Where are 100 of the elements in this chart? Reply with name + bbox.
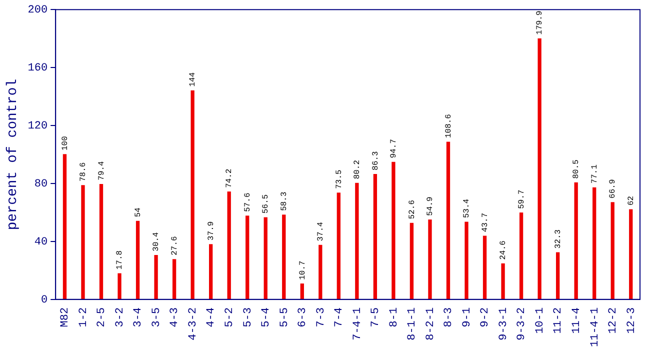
x-tick-label: 12-2 [608,307,620,334]
x-tick-label: 3-2 [114,307,126,328]
data-label: 27.6 [170,236,180,256]
data-label: 32.3 [554,229,563,249]
bar [373,174,378,300]
bar [501,263,505,300]
data-label: 10.7 [298,260,308,280]
x-tick-label: 11-4-1 [589,307,602,348]
data-label: 74.2 [225,168,234,188]
bar [318,244,322,300]
data-label: 100 [60,136,70,150]
x-tick-label: 7-3 [315,307,328,328]
bar [629,209,633,300]
data-label: 73.5 [334,169,344,189]
bar [300,284,304,300]
data-label: 80.2 [353,160,362,180]
data-label: 56.5 [262,194,271,214]
y-tick-label: 200 [28,4,48,17]
x-tick-label: 5-3 [242,307,254,328]
y-tick-label: 40 [34,236,48,248]
data-label: 179.9 [536,10,545,35]
bar [264,217,268,300]
bar [610,202,614,300]
bar [282,214,286,300]
bar [172,259,176,300]
bar [190,90,194,300]
x-tick-label: 2-5 [96,307,108,328]
bar [428,220,432,300]
data-label: 54 [134,207,143,218]
data-label: 58.3 [280,192,290,211]
x-tick-label: 5-2 [224,307,236,328]
x-tick-label: 7-4-1 [352,307,364,340]
x-tick-label: 11-4 [570,306,583,334]
data-label: 54.9 [426,196,436,216]
data-label: 77.1 [590,164,600,184]
data-label: 108.6 [444,114,454,138]
bar [81,185,85,300]
bar [556,252,560,300]
data-label: 57.6 [243,192,252,212]
data-label: 80.5 [572,159,582,179]
data-label: 52.6 [408,200,417,220]
x-tick-label: 5-5 [278,307,291,328]
bar [410,222,414,300]
y-axis-title: percent of control [5,78,22,230]
x-tick-label: 9-3-1 [498,307,510,340]
data-label: 144 [188,72,198,87]
x-tick-label: 7-5 [370,307,382,328]
x-tick-label: 4-4 [206,307,218,328]
bar [392,162,396,300]
x-tick-label: 8-2-1 [424,307,437,340]
data-label: 30.4 [152,232,162,252]
x-tick-label: 8-3 [443,307,456,328]
bar [227,192,231,300]
x-tick-label: 9-1 [461,307,474,328]
bar [482,236,487,300]
y-tick-label: 0 [40,294,48,306]
x-tick-label: 5-4 [260,307,273,328]
data-label: 79.4 [97,160,106,180]
data-label: 94.7 [390,138,399,158]
x-tick-label: 12-3 [626,307,638,334]
bar [246,216,250,300]
data-label: 53.4 [462,198,472,218]
bar [209,244,213,300]
bar [519,212,524,300]
bar [538,38,542,300]
x-tick-label: 4-3 [169,307,182,328]
bar [592,187,596,300]
bar [446,142,450,300]
x-tick-label: 11-2 [552,307,565,334]
bar [118,273,122,300]
x-tick-label: 8-1 [388,307,400,328]
y-tick-label: 80 [34,178,48,190]
bar [62,154,67,300]
x-tick-label: 9-2 [480,307,492,328]
data-label: 17.8 [116,250,125,270]
bar [154,255,158,300]
y-tick-label: 120 [28,120,48,132]
x-tick-label: 3-4 [132,307,145,328]
data-label: 62 [626,196,636,206]
bar [336,192,340,300]
data-label: 43.7 [480,212,490,232]
y-tick-label: 160 [28,62,48,74]
x-tick-label: 9-3-2 [516,307,528,340]
data-label: 86.3 [371,150,380,170]
bar [464,222,468,300]
bar [574,182,578,300]
bar [355,182,359,300]
bar [136,220,140,300]
x-tick-label: 7-4 [334,307,346,328]
bar [99,184,104,300]
x-tick-label: 1-2 [78,307,90,328]
x-tick-label: 6-3 [297,307,310,328]
data-label: 78.6 [79,162,88,182]
data-label: 59.7 [517,189,526,209]
data-label: 37.4 [316,222,326,242]
data-label: 66.9 [608,179,618,198]
x-tick-label: 8-1-1 [406,307,419,340]
data-label: 24.6 [499,240,508,260]
x-tick-label: M82 [60,307,72,328]
x-tick-label: 10-1 [534,306,546,334]
